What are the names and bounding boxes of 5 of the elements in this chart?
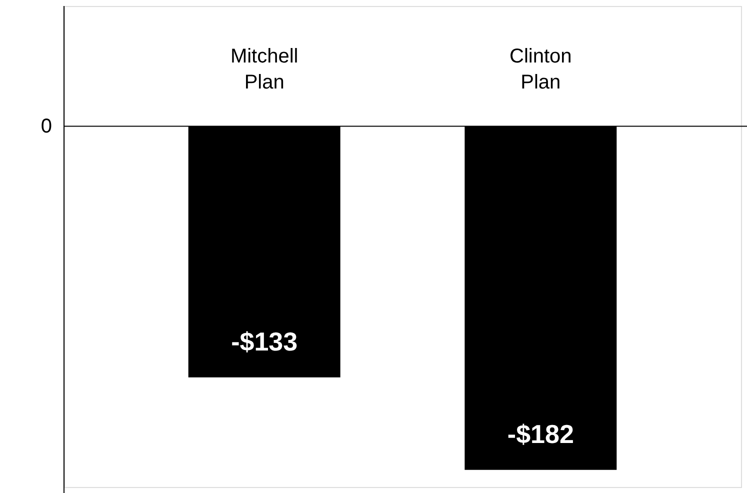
text: 0 — [40, 115, 52, 138]
x-tick-label: Mitchell Plan — [230, 46, 298, 94]
x-tick-label: Clinton Plan — [510, 46, 572, 94]
data-label: -$182 — [507, 418, 574, 449]
data-label: -$133 — [231, 326, 298, 356]
